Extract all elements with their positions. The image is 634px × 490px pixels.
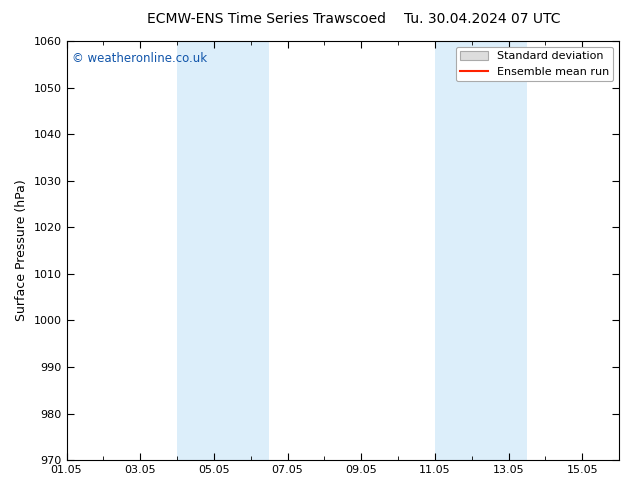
Bar — [435, 41, 527, 460]
Text: Tu. 30.04.2024 07 UTC: Tu. 30.04.2024 07 UTC — [404, 12, 560, 26]
Text: ECMW-ENS Time Series Trawscoed: ECMW-ENS Time Series Trawscoed — [147, 12, 385, 26]
Bar — [177, 41, 269, 460]
Text: © weatheronline.co.uk: © weatheronline.co.uk — [72, 51, 207, 65]
Y-axis label: Surface Pressure (hPa): Surface Pressure (hPa) — [15, 180, 28, 321]
Legend: Standard deviation, Ensemble mean run: Standard deviation, Ensemble mean run — [456, 47, 614, 81]
